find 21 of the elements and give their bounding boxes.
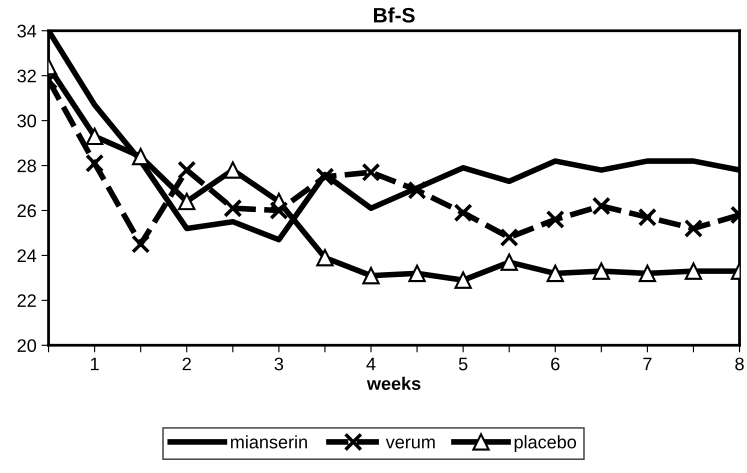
y-tick-label: 32 [17, 70, 36, 82]
legend-label: mianserin [231, 435, 307, 448]
legend-label: placebo [514, 435, 576, 452]
y-tick-label: 24 [18, 249, 36, 262]
y-tick-label: 22 [18, 294, 36, 307]
x-tick-label: 5 [458, 358, 468, 370]
y-tick-label: 28 [18, 159, 36, 172]
y-tick-label: 20 [18, 339, 36, 352]
y-tick-label: 26 [18, 204, 36, 218]
y-tick-label: 30 [17, 114, 36, 128]
legend-label: verum [386, 438, 435, 448]
x-tick-label: 4 [366, 358, 376, 370]
x-tick-label: 8 [735, 358, 744, 370]
x-axis-title: weeks [366, 376, 420, 390]
x-tick-label: 1 [90, 358, 99, 370]
x-tick-label: 2 [182, 358, 191, 370]
x-tick-label: 6 [551, 358, 560, 370]
x-tick-label: 7 [643, 358, 652, 370]
x-tick-label: 3 [274, 358, 284, 370]
chart-title: Bf-S [374, 7, 415, 23]
y-tick-label: 34 [17, 24, 36, 38]
